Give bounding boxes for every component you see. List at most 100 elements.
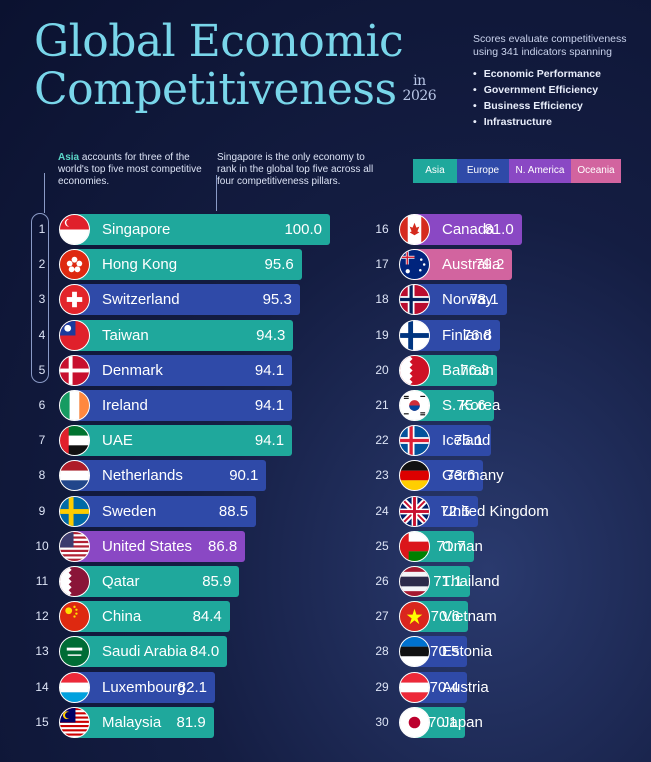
rank-label: 26 (375, 574, 389, 588)
value-label: 70.6 (430, 608, 460, 626)
bar-row: 6 Ireland 94.1 (31, 389, 335, 422)
bar (73, 319, 294, 351)
bar-row: 22 Iceland 75.1 (371, 424, 625, 457)
singapore-flag-icon (59, 214, 90, 245)
rank-label: 17 (375, 257, 389, 272)
bar-row: 10 United States 86.8 (31, 530, 335, 563)
asia-note-connector (44, 173, 45, 213)
luxembourg-flag-icon (59, 671, 90, 703)
bar (73, 354, 293, 386)
bar (73, 390, 293, 421)
estonia-flag-icon (399, 636, 430, 668)
country-label: Ireland (102, 397, 148, 414)
rank-label: 8 (38, 468, 46, 483)
bar (73, 566, 240, 597)
bar-row: 14 Luxembourg 82.1 (31, 671, 335, 704)
country-label: Thailand (442, 573, 500, 590)
rank-label: 19 (375, 327, 389, 342)
legend-north-america: N. America (509, 159, 571, 183)
rank-label: 22 (375, 433, 389, 448)
malaysia-flag-icon (59, 706, 90, 738)
united-states-flag-icon (59, 530, 90, 562)
bar-row: 19 Finland 76.8 (371, 319, 625, 352)
saudi-arabia-flag-icon (59, 636, 90, 668)
value-label: 73.6 (446, 467, 476, 485)
bar-row: 25 Oman 71.7 (371, 530, 625, 563)
rank-label: 6 (38, 398, 46, 412)
bar-row: 3 Switzerland 95.3 (31, 283, 335, 316)
country-label: Canada (442, 221, 495, 238)
value-label: 70.1 (428, 713, 458, 731)
value-label: 84.0 (189, 643, 220, 661)
vietnam-flag-icon (399, 601, 430, 633)
country-label: Finland (442, 326, 492, 344)
rank-label: 2 (38, 257, 46, 272)
country-label: S. Korea (442, 397, 501, 414)
south-korea-flag-icon (399, 390, 430, 421)
country-label: Australia (442, 256, 501, 274)
country-label: Vietnam (442, 608, 497, 626)
bar (73, 530, 246, 562)
austria-flag-icon (399, 671, 430, 703)
country-label: Netherlands (102, 467, 183, 485)
title-line-2: Competitiveness (34, 64, 397, 115)
country-label: Sweden (102, 502, 157, 520)
bar-row: 12 China 84.4 (31, 600, 335, 633)
legend: Asia Europe N. America Oceania (413, 159, 621, 183)
germany-flag-icon (399, 460, 430, 492)
chart-title: Global Economic Competitiveness in 2026 (34, 16, 437, 115)
rank-label: 9 (38, 503, 46, 518)
singapore-note-connector (216, 175, 217, 211)
bar (73, 284, 300, 316)
value-label: 72.5 (440, 502, 470, 520)
rank-label: 7 (38, 433, 46, 448)
bar-row: 4 Taiwan 94.3 (31, 319, 335, 352)
singapore-note: Singapore is the only economy to rank in… (217, 152, 374, 187)
bar (73, 425, 293, 457)
value-label: 78.1 (469, 291, 499, 309)
value-label: 85.9 (202, 573, 232, 590)
bar-row: 7 UAE 94.1 (31, 424, 335, 457)
ireland-flag-icon (59, 390, 90, 421)
rank-label: 29 (375, 679, 389, 694)
rank-label: 20 (375, 362, 389, 377)
bar-row: 23 Germany 73.6 (371, 459, 625, 492)
rank-label: 4 (38, 327, 46, 342)
country-label: United Kingdom (442, 502, 549, 520)
bar-row: 21 S. Korea 75.6 (371, 389, 625, 422)
bar-row: 26 Thailand 71.1 (371, 565, 625, 598)
bar-row: 20 Bahrain 76.3 (371, 354, 625, 387)
country-label: Denmark (102, 361, 163, 379)
asia-note-text: accounts for three of the world's top fi… (58, 152, 202, 187)
rank-label: 25 (375, 538, 389, 553)
rank-label: 18 (375, 292, 389, 307)
value-label: 94.1 (254, 361, 285, 379)
bar-row: 11 Qatar 85.9 (31, 565, 335, 598)
bar-row: 29 Austria 70.4 (371, 671, 625, 704)
rank-label: 16 (375, 222, 389, 236)
bar (413, 214, 522, 245)
united-kingdom-flag-icon (399, 495, 430, 527)
bar (73, 601, 230, 633)
australia-flag-icon (399, 249, 430, 281)
country-label: Norway (442, 291, 493, 309)
country-label: UAE (102, 432, 133, 450)
scores-text: Scores evaluate competitiveness using 34… (473, 33, 627, 58)
value-label: 75.1 (453, 432, 484, 450)
oman-flag-icon (399, 530, 430, 562)
pillar-item: Infrastructure (473, 116, 643, 129)
rank-label: 27 (375, 609, 389, 624)
bar-row: 30 Japan 70.1 (371, 706, 625, 739)
asia-note: Asia accounts for three of the world's t… (58, 152, 208, 188)
title-year: 2026 (402, 88, 437, 104)
bar (73, 636, 228, 668)
country-label: Germany (442, 467, 504, 485)
rank-label: 14 (35, 679, 49, 694)
country-label: Qatar (102, 573, 140, 590)
country-label: Japan (442, 713, 483, 731)
value-label: 81.0 (484, 221, 514, 238)
legend-asia: Asia (413, 159, 457, 183)
title-line-1: Global Economic (34, 16, 404, 67)
bahrain-flag-icon (399, 354, 430, 386)
title-year-block: in 2026 (403, 74, 437, 104)
